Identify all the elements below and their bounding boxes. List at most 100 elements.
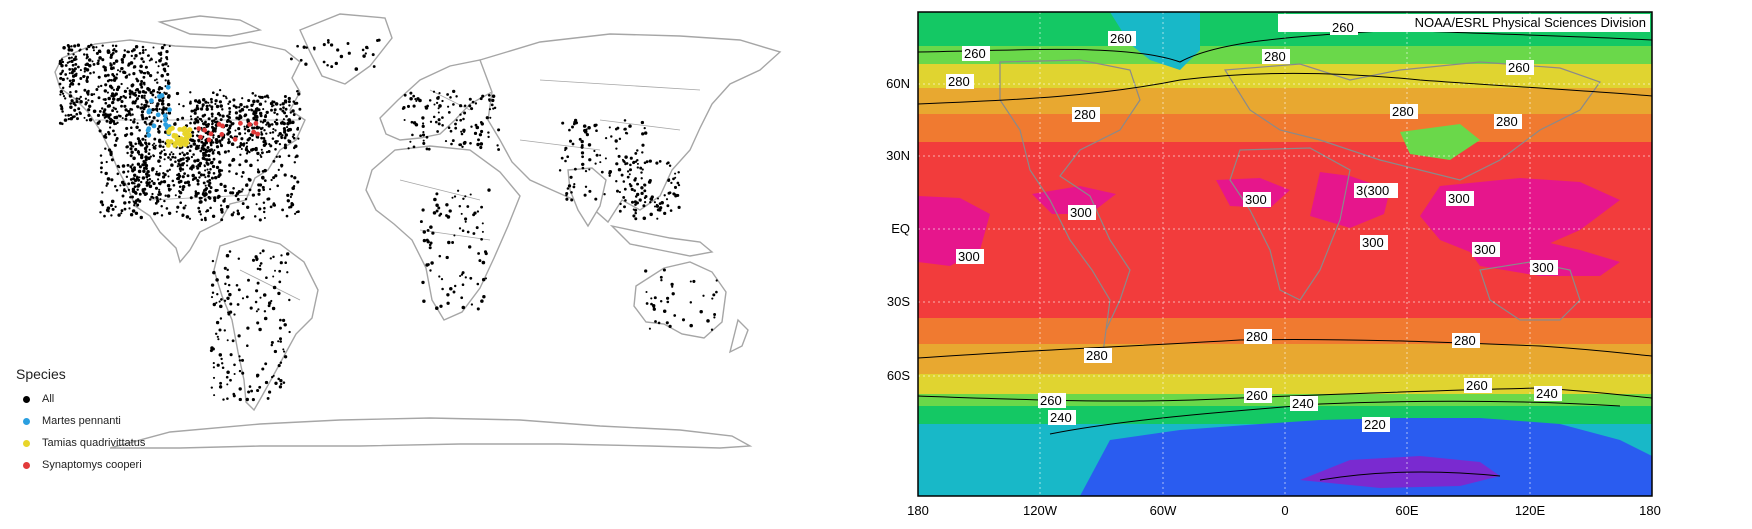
occurrence-point — [232, 394, 236, 398]
occurrence-point — [437, 111, 440, 114]
occurrence-point — [228, 112, 231, 116]
occurrence-point — [90, 93, 94, 97]
occurrence-point — [152, 46, 155, 49]
occurrence-point — [193, 111, 197, 115]
occurrence-point — [427, 147, 431, 151]
occurrence-point — [204, 192, 207, 195]
occurrence-point — [112, 106, 115, 109]
occurrence-point — [269, 257, 272, 260]
occurrence-point — [285, 214, 289, 218]
occurrence-point — [475, 226, 479, 230]
occurrence-point — [290, 174, 294, 178]
occurrence-point — [247, 278, 250, 282]
occurrence-point — [279, 340, 282, 343]
occurrence-point — [670, 282, 674, 287]
occurrence-point — [236, 197, 240, 201]
occurrence-point — [190, 138, 195, 143]
occurrence-point — [364, 52, 367, 55]
occurrence-point — [299, 58, 303, 62]
occurrence-point — [286, 271, 289, 274]
contour-260-north — [918, 29, 1652, 63]
occurrence-point — [202, 122, 206, 126]
occurrence-point — [262, 210, 266, 214]
species-occurrence-point — [162, 113, 168, 119]
species-occurrence-point — [187, 127, 193, 133]
occurrence-point — [450, 142, 453, 146]
occurrence-point — [263, 128, 266, 132]
occurrence-point — [140, 95, 144, 99]
occurrence-point — [427, 263, 430, 266]
occurrence-point — [616, 126, 620, 130]
occurrence-point — [152, 196, 155, 200]
occurrence-point — [447, 105, 450, 108]
species-occurrence-point — [184, 136, 190, 142]
occurrence-point — [226, 339, 229, 342]
occurrence-point — [218, 385, 223, 389]
occurrence-point — [402, 106, 406, 110]
legend-title: Species — [16, 366, 66, 382]
occurrence-point — [231, 122, 235, 125]
occurrence-point — [419, 220, 423, 224]
occurrence-point — [133, 57, 136, 60]
occurrence-point — [61, 110, 64, 113]
occurrence-point — [194, 146, 199, 151]
occurrence-point — [480, 205, 484, 209]
occurrence-point — [656, 208, 660, 212]
occurrence-point — [274, 174, 278, 178]
occurrence-point — [226, 132, 230, 136]
occurrence-point — [294, 144, 298, 148]
occurrence-point — [451, 139, 455, 143]
occurrence-point — [149, 91, 153, 95]
occurrence-point — [60, 107, 64, 111]
occurrence-point — [181, 164, 184, 167]
occurrence-point — [232, 98, 236, 102]
occurrence-point — [139, 106, 143, 110]
occurrence-point — [580, 139, 584, 144]
species-occurrence-point — [180, 127, 186, 132]
occurrence-point — [473, 211, 477, 215]
species-occurrence-point — [146, 132, 152, 138]
occurrence-point — [650, 302, 653, 306]
occurrence-point — [464, 276, 467, 279]
occurrence-point — [106, 73, 110, 77]
occurrence-point — [429, 120, 433, 123]
occurrence-point — [70, 71, 74, 75]
occurrence-point — [480, 237, 483, 241]
occurrence-point — [246, 129, 251, 133]
occurrence-point — [634, 177, 637, 180]
occurrence-point — [626, 170, 630, 173]
occurrence-point — [639, 166, 643, 170]
occurrence-point — [645, 160, 649, 164]
occurrence-point — [668, 178, 671, 181]
occurrence-point — [272, 176, 276, 180]
contour-value-label: 280 — [1244, 329, 1272, 344]
occurrence-point — [676, 181, 680, 185]
occurrence-point — [153, 137, 157, 141]
asia-outline — [479, 33, 782, 224]
occurrence-point — [214, 117, 218, 120]
occurrence-point — [462, 117, 465, 121]
occurrence-point — [197, 171, 201, 175]
occurrence-point — [229, 353, 233, 357]
occurrence-point — [128, 93, 132, 96]
occurrence-point — [132, 72, 136, 76]
occurrence-point — [239, 102, 243, 107]
occurrence-point — [105, 208, 110, 212]
lat-label: EQ — [891, 221, 910, 236]
occurrence-point — [148, 177, 152, 181]
occurrence-point — [411, 133, 414, 137]
occurrence-point — [168, 45, 171, 48]
occurrence-point — [287, 139, 292, 144]
occurrence-point — [152, 145, 156, 149]
occurrence-point — [713, 316, 716, 319]
occurrence-point — [256, 321, 260, 325]
occurrence-point — [289, 111, 292, 114]
occurrence-point — [220, 298, 223, 301]
occurrence-point — [257, 108, 261, 112]
occurrence-point — [298, 107, 302, 111]
species-occurrence-point — [232, 136, 238, 142]
occurrence-point — [70, 45, 73, 48]
occurrence-point — [587, 143, 592, 147]
occurrence-point — [222, 199, 226, 203]
occurrence-point — [220, 138, 224, 141]
